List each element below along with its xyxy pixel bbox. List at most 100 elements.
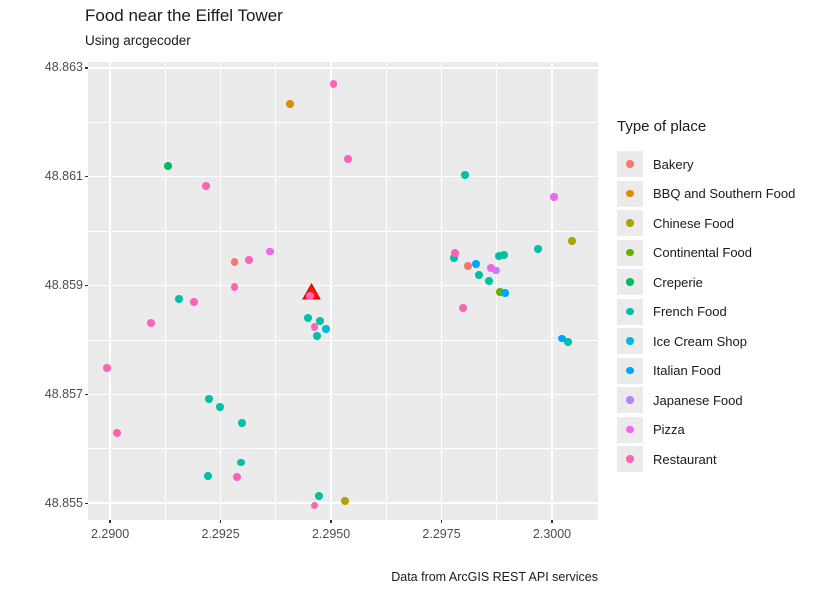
data-point-restaurant — [147, 319, 155, 327]
legend-item-chinese-food: Chinese Food — [617, 210, 795, 236]
data-point-french-food — [485, 277, 493, 285]
minor-gridline-y — [88, 122, 598, 123]
data-point-restaurant — [233, 473, 241, 481]
data-point-french-food — [204, 472, 212, 480]
legend-item-label: Bakery — [653, 156, 694, 172]
data-point-restaurant — [344, 155, 352, 163]
y-tick-mark — [85, 176, 88, 178]
data-point-french-food — [316, 317, 324, 325]
data-point-japanese-food — [492, 266, 500, 275]
legend-point-icon — [626, 455, 634, 463]
data-point-restaurant — [459, 304, 467, 312]
y-tick-mark — [85, 393, 88, 395]
minor-gridline-x — [275, 62, 277, 520]
legend-point-icon — [626, 278, 634, 286]
legend-item-label: French Food — [653, 304, 727, 319]
data-point-restaurant — [306, 292, 314, 300]
data-point-french-food — [205, 395, 213, 403]
legend-item-french-food: French Food — [617, 298, 795, 325]
legend-item-creperie: Creperie — [617, 269, 795, 295]
data-point-bbq-and-southern-food — [286, 100, 294, 108]
data-point-bakery — [464, 262, 472, 270]
legend-item-label: BBQ and Southern Food — [653, 186, 796, 201]
data-point-restaurant — [451, 249, 459, 257]
major-gridline-y — [88, 176, 598, 178]
chart-title: Food near the Eiffel Tower — [85, 6, 283, 25]
legend-key — [617, 239, 643, 266]
x-tick-mark — [219, 520, 222, 523]
minor-gridline-y — [88, 448, 598, 450]
data-point-pizza — [550, 193, 558, 201]
legend-item-restaurant: Restaurant — [617, 446, 795, 472]
data-point-french-food — [313, 332, 321, 340]
data-point-french-food — [461, 171, 469, 179]
major-gridline-x — [440, 62, 443, 520]
y-tick-mark — [85, 502, 88, 504]
legend-point-icon — [626, 307, 634, 316]
major-gridline-x — [109, 62, 111, 520]
data-point-chinese-food — [568, 237, 576, 245]
legend-item-label: Ice Cream Shop — [653, 333, 747, 349]
y-tick-label: 48.857 — [44, 386, 83, 401]
legend-item-label: Creperie — [653, 274, 703, 290]
minor-gridline-x — [164, 62, 166, 520]
legend-key — [617, 328, 643, 354]
major-gridline-y — [88, 284, 598, 287]
data-point-restaurant — [190, 298, 198, 306]
minor-gridline-x — [385, 62, 387, 520]
data-point-restaurant — [230, 283, 239, 291]
major-gridline-y — [88, 67, 598, 69]
major-gridline-x — [330, 62, 332, 520]
legend-point-icon — [626, 160, 634, 168]
legend-item-label: Pizza — [653, 422, 685, 437]
legend-item-label: Japanese Food — [653, 392, 743, 408]
data-point-restaurant — [310, 323, 319, 331]
y-tick-mark — [85, 67, 88, 69]
major-gridline-x — [551, 62, 553, 520]
legend-point-icon — [626, 425, 634, 434]
legend-item-ice-cream-shop: Ice Cream Shop — [617, 328, 795, 354]
y-tick-label: 48.855 — [44, 495, 83, 510]
y-tick-label: 48.861 — [44, 169, 83, 184]
chart-subtitle: Using arcgecoder — [85, 33, 191, 48]
legend-key — [617, 446, 643, 472]
legend-point-icon — [626, 366, 634, 375]
x-tick-label: 2.2900 — [90, 527, 130, 541]
legend: Type of place Bakery BBQ and Southern Foo… — [617, 118, 795, 476]
x-tick-mark — [330, 520, 332, 523]
legend-point-icon — [626, 396, 634, 404]
data-point-restaurant — [245, 256, 253, 264]
data-point-italian-food — [472, 260, 480, 268]
chart-caption: Data from ArcGIS REST API services — [391, 570, 598, 584]
data-point-french-food — [495, 252, 503, 260]
legend-items: Bakery BBQ and Southern Food Chinese Food C… — [617, 151, 795, 472]
major-gridline-x — [219, 62, 222, 520]
y-tick-mark — [85, 284, 88, 287]
data-point-chinese-food — [341, 497, 349, 505]
data-point-pizza — [487, 264, 495, 272]
data-point-french-food — [238, 419, 246, 427]
data-point-french-food — [175, 295, 183, 303]
data-point-french-food — [500, 251, 508, 259]
data-point-french-food — [304, 314, 312, 322]
data-point-bakery — [230, 258, 239, 266]
data-point-french-food — [475, 271, 483, 279]
data-point-pizza — [266, 247, 274, 256]
legend-key — [617, 180, 643, 207]
legend-key — [617, 269, 643, 295]
data-point-ice-cream-shop — [322, 325, 330, 333]
legend-item-japanese-food: Japanese Food — [617, 387, 795, 413]
legend-key — [617, 357, 643, 384]
x-tick-mark — [551, 520, 553, 523]
legend-item-italian-food: Italian Food — [617, 357, 795, 384]
data-point-restaurant — [202, 182, 210, 190]
legend-key — [617, 298, 643, 325]
data-point-restaurant — [310, 501, 319, 510]
legend-key — [617, 387, 643, 413]
major-gridline-y — [88, 393, 598, 396]
data-point-french-food — [534, 245, 542, 253]
data-point-french-food — [237, 458, 245, 467]
legend-title: Type of place — [617, 118, 707, 135]
legend-item-bbq-and-southern-food: BBQ and Southern Food — [617, 180, 796, 207]
